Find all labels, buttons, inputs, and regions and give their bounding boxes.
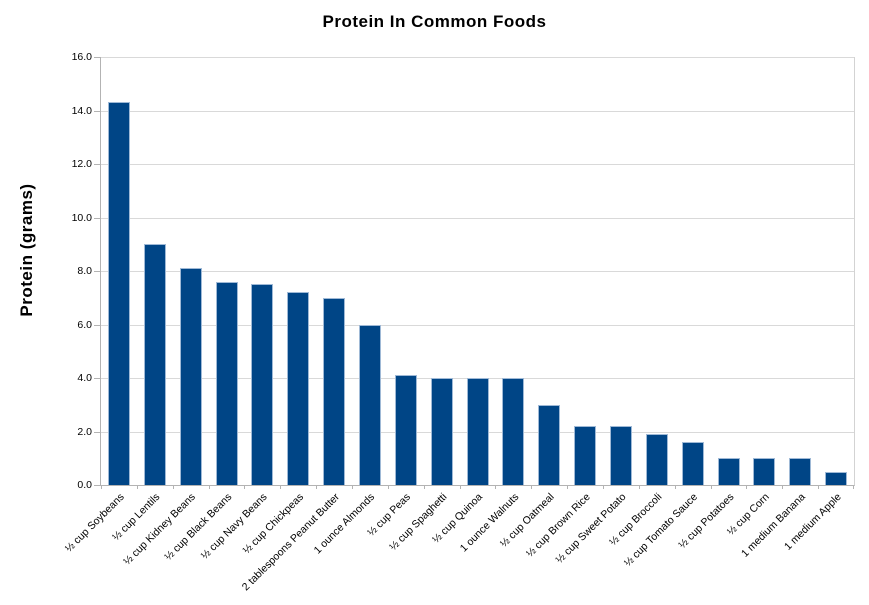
y-tick-mark [94, 485, 100, 486]
x-category-label-text: 1 medium Banana [738, 491, 808, 560]
x-category-label-text: ½ cup Soybeans [62, 491, 127, 555]
y-tick-mark [94, 378, 100, 379]
bar [681, 442, 704, 485]
bar [143, 244, 166, 485]
y-tick-mark [94, 324, 100, 326]
bar [251, 284, 274, 485]
y-tick-label: 6.0 [77, 318, 92, 331]
y-tick-label: 16.0 [71, 51, 92, 63]
y-tick-mark [94, 110, 100, 112]
bar [502, 378, 525, 485]
x-tick-mark [244, 485, 246, 489]
gridline-16 [101, 57, 854, 58]
y-tick-mark [94, 431, 100, 433]
bar [574, 426, 597, 485]
y-tick-label: 0.0 [77, 479, 92, 491]
x-tick-mark [603, 485, 604, 489]
x-tick-mark [459, 485, 461, 489]
x-tick-mark [495, 485, 497, 489]
y-tick-label: 14.0 [71, 104, 92, 117]
y-tick-label: 12.0 [71, 158, 92, 170]
x-tick-mark [387, 485, 389, 489]
x-category-label-text: ½ cup Navy Beans [199, 491, 270, 562]
y-tick-label: 8.0 [77, 265, 92, 277]
x-tick-mark [746, 485, 748, 489]
bar [287, 292, 310, 485]
bar [466, 378, 489, 485]
bar [323, 297, 346, 485]
x-tick-mark [352, 485, 353, 489]
x-tick-mark [531, 485, 533, 489]
bar [430, 378, 453, 485]
bar [179, 268, 202, 485]
x-tick-mark [136, 485, 138, 489]
x-tick-mark [423, 485, 425, 489]
y-tick-mark [94, 164, 100, 165]
x-tick-mark [316, 485, 318, 489]
gridline-14 [101, 110, 854, 112]
bar [825, 471, 848, 485]
x-category-label-text: ½ cup Brown Rice [523, 491, 593, 560]
x-tick-mark [853, 485, 854, 489]
bar [789, 458, 812, 485]
y-tick-mark [94, 57, 100, 58]
x-tick-mark [638, 485, 640, 489]
bar [609, 426, 632, 485]
y-tick-mark [94, 217, 100, 219]
x-tick-mark [710, 485, 712, 489]
bar [394, 375, 417, 485]
y-tick-label: 10.0 [71, 211, 92, 224]
y-axis-title: Protein (grams) [17, 183, 36, 317]
x-tick-mark [101, 485, 102, 489]
bar [753, 458, 776, 485]
bar [645, 434, 668, 485]
x-tick-mark [674, 485, 676, 489]
y-tick-label: 4.0 [77, 372, 92, 384]
gridline-8 [101, 271, 854, 272]
x-tick-mark [280, 485, 282, 489]
chart-title: Protein In Common Foods [322, 12, 547, 31]
bar [538, 404, 561, 485]
x-tick-mark [782, 485, 784, 489]
gridline-6 [101, 324, 854, 326]
y-tick-label: 2.0 [77, 425, 92, 438]
x-tick-mark [818, 485, 820, 489]
bar [717, 458, 740, 485]
bar [107, 102, 130, 485]
plot-area [94, 57, 855, 489]
x-tick-mark [208, 485, 210, 489]
y-tick-mark [94, 271, 100, 272]
bar [215, 281, 238, 485]
x-tick-mark [172, 485, 174, 489]
x-tick-mark [567, 485, 569, 489]
gridline-10 [101, 217, 854, 219]
gridline-12 [101, 164, 854, 165]
bar [358, 324, 381, 485]
